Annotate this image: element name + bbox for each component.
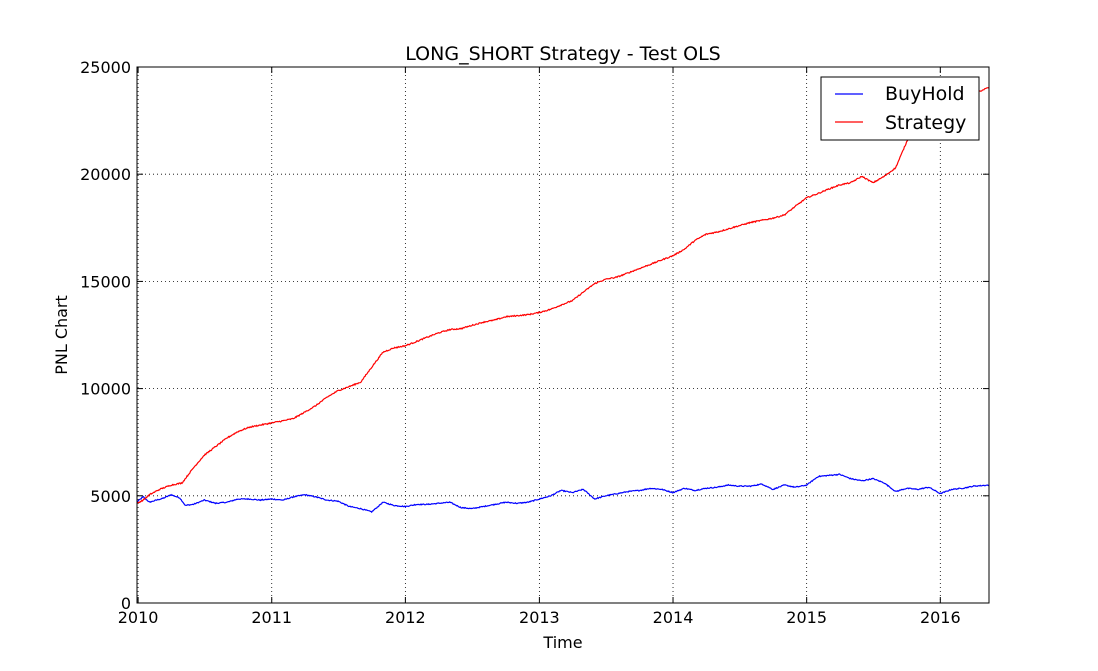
y-tick-label: 15000	[80, 272, 131, 291]
legend: BuyHold Strategy	[820, 76, 980, 141]
axis-ticks: 2010 2011 2012 2013 2014 2015 2016 0 5000 10000 15…	[80, 58, 989, 627]
grid-lines	[137, 66, 989, 604]
y-tick-label: 25000	[80, 58, 131, 77]
x-tick-label: 2011	[251, 608, 292, 627]
legend-label-strategy: Strategy	[885, 112, 966, 134]
legend-label-buyhold: BuyHold	[885, 83, 965, 105]
x-tick-label: 2013	[519, 608, 560, 627]
series-line-buyhold	[137, 473, 989, 514]
x-tick-label: 2014	[653, 608, 694, 627]
y-axis-label: PNL Chart	[52, 295, 71, 375]
y-tick-label: 20000	[80, 165, 131, 184]
legend-box	[820, 76, 980, 141]
y-tick-label: 0	[121, 594, 131, 613]
x-tick-label: 2012	[385, 608, 426, 627]
series-line-strategy	[137, 86, 989, 504]
x-tick-label: 2010	[118, 608, 159, 627]
series-lines	[137, 86, 989, 514]
x-tick-label: 2015	[786, 608, 827, 627]
plot-frame	[136, 66, 990, 604]
chart-title: LONG_SHORT Strategy - Test OLS	[405, 43, 720, 65]
x-axis-label: Time	[542, 633, 582, 652]
y-tick-label: 10000	[80, 380, 131, 399]
y-tick-label: 5000	[90, 487, 131, 506]
x-tick-label: 2016	[920, 608, 961, 627]
